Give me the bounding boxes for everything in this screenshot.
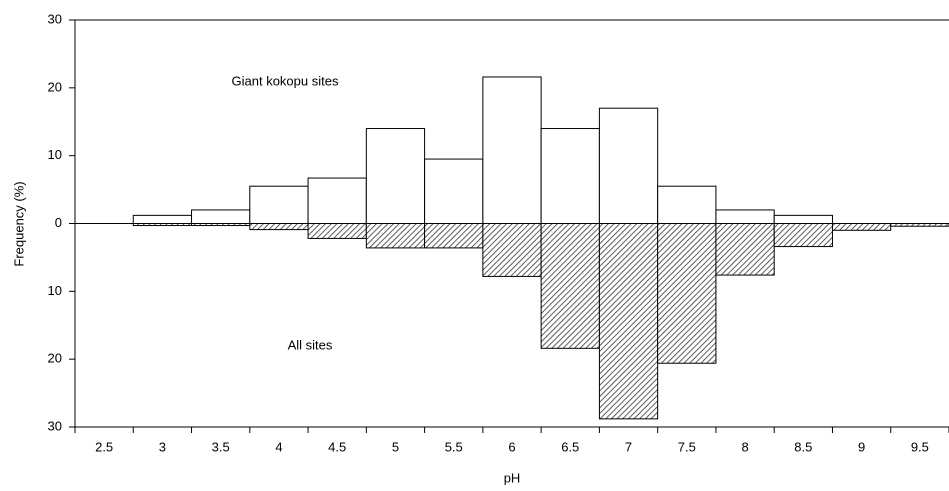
bar	[715, 209, 775, 225]
bar	[773, 223, 833, 248]
bar	[249, 223, 309, 231]
x-tick-label: 2.5	[95, 439, 113, 454]
bar	[540, 128, 600, 225]
y-tick-label: 10	[48, 147, 62, 162]
bar	[424, 158, 484, 224]
y-tick-label: 20	[48, 351, 62, 366]
bar	[831, 223, 892, 231]
annotation: Giant kokopu sites	[232, 73, 339, 88]
y-tick-label: 30	[48, 418, 62, 433]
bar	[715, 223, 775, 276]
y-tick-label: 30	[48, 11, 62, 26]
x-tick-label: 3.5	[212, 439, 230, 454]
x-tick-label: 7.5	[678, 439, 696, 454]
x-tick-label: 3	[159, 439, 166, 454]
bar	[132, 214, 193, 225]
x-tick-label: 5.5	[445, 439, 463, 454]
y-tick-label: 20	[48, 79, 62, 94]
bar	[307, 177, 367, 224]
x-tick-label: 4.5	[328, 439, 346, 454]
bar	[540, 223, 600, 349]
annotation: All sites	[288, 337, 333, 352]
x-tick-label: 8.5	[794, 439, 812, 454]
bar	[657, 223, 717, 364]
bar	[598, 107, 659, 224]
x-axis-label: pH	[504, 470, 521, 485]
y-tick-label: 0	[55, 215, 62, 230]
bar	[191, 209, 251, 225]
bar	[365, 128, 426, 225]
x-tick-label: 9	[858, 439, 865, 454]
bar	[657, 185, 717, 224]
bar	[365, 223, 426, 249]
bar	[482, 76, 542, 225]
bar	[307, 223, 367, 239]
x-tick-label: 9.5	[911, 439, 929, 454]
y-tick-label: 10	[48, 283, 62, 298]
bar	[249, 185, 309, 224]
x-tick-label: 8	[741, 439, 748, 454]
bar	[598, 223, 659, 420]
x-tick-label: 6	[508, 439, 515, 454]
bar	[424, 223, 484, 249]
bar	[482, 223, 542, 277]
y-axis-label: Frequency (%)	[11, 181, 26, 266]
x-tick-label: 5	[392, 439, 399, 454]
bar	[773, 214, 833, 225]
x-tick-label: 6.5	[561, 439, 579, 454]
x-tick-label: 7	[625, 439, 632, 454]
x-tick-label: 4	[275, 439, 282, 454]
